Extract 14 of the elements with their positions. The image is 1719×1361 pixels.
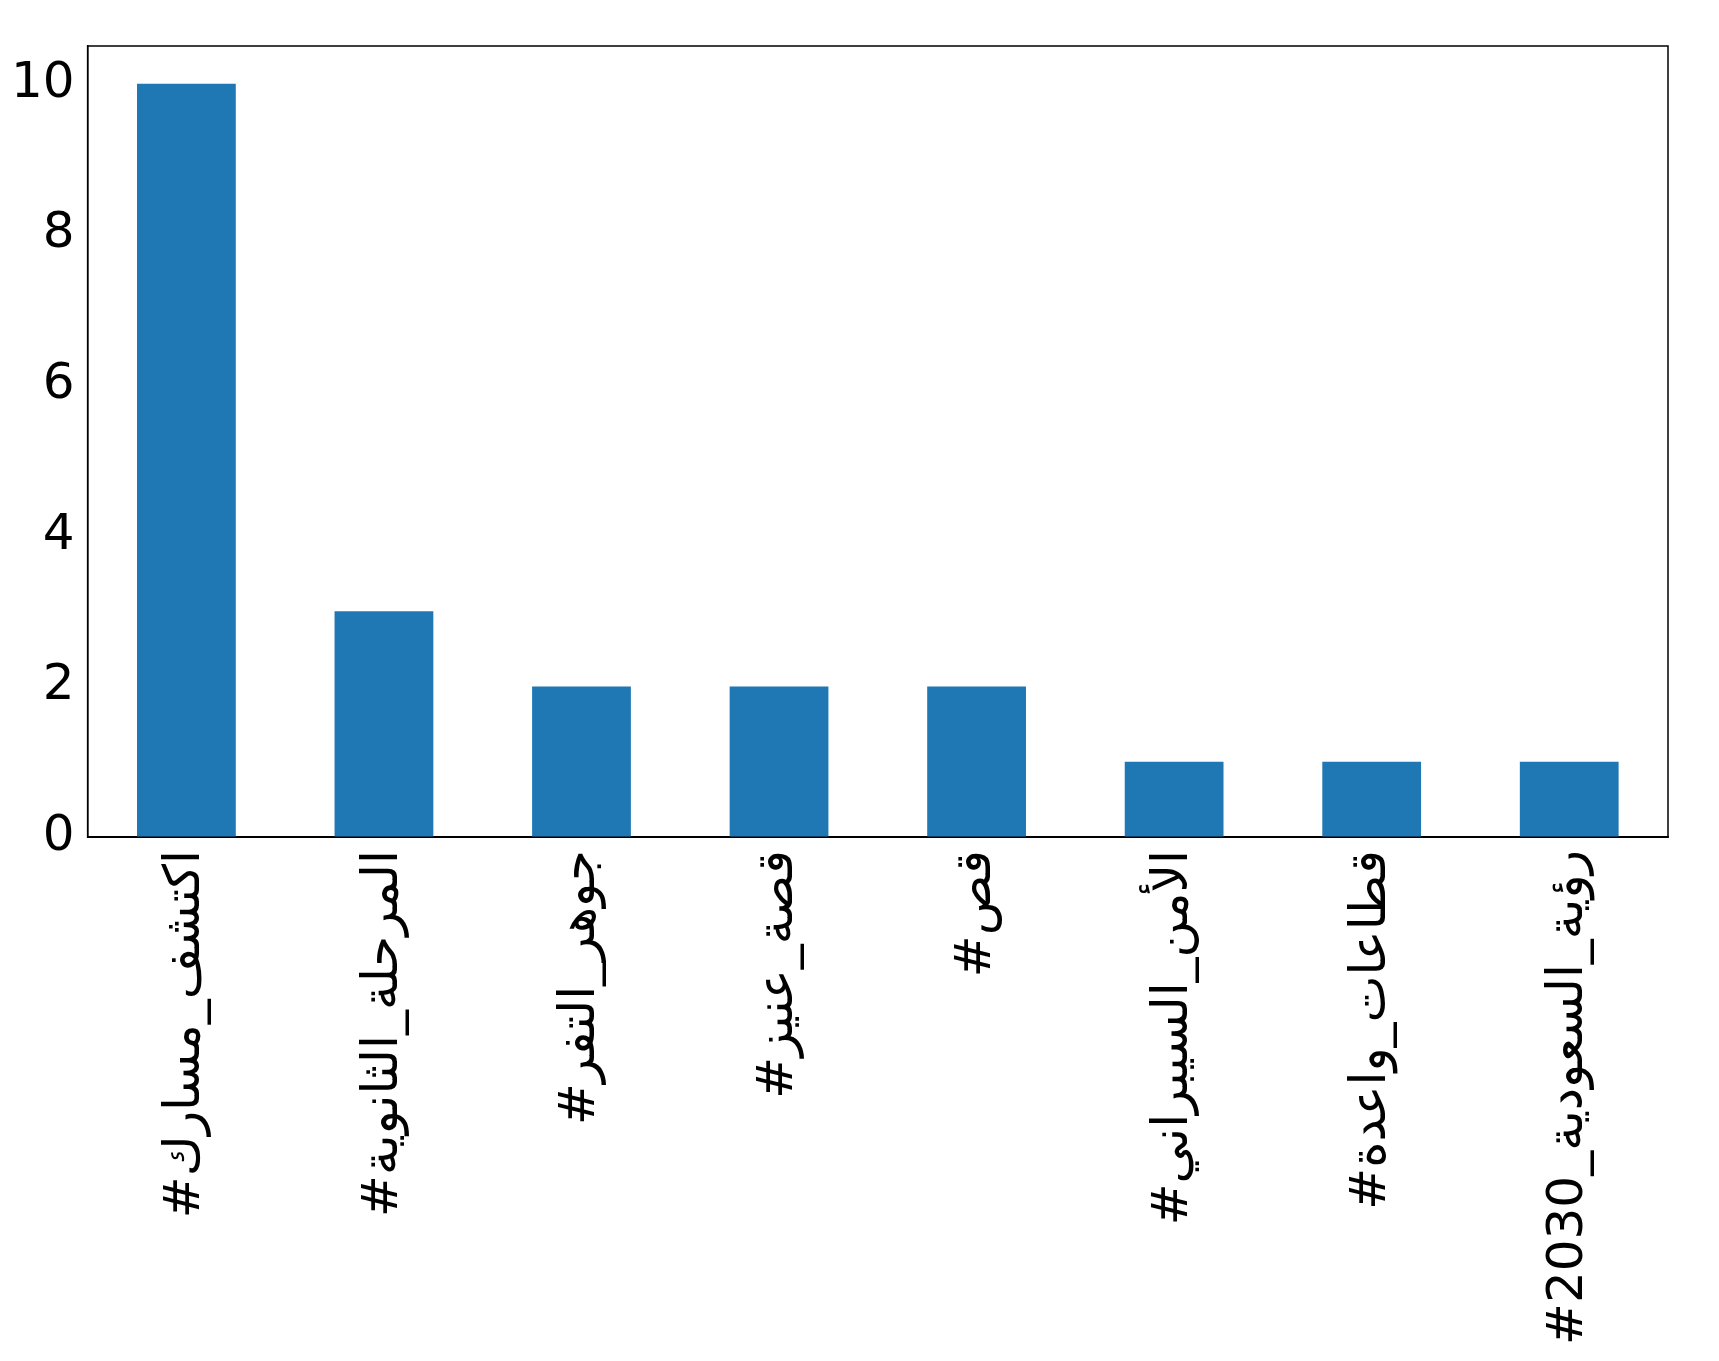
x-tick-label: #قص bbox=[943, 850, 1002, 978]
x-tick-label: #قصة_عنيز bbox=[746, 850, 805, 1099]
y-tick-label: 4 bbox=[42, 502, 75, 561]
x-tick-label: #جوهر_التفر bbox=[548, 850, 607, 1125]
y-tick-label: 6 bbox=[42, 352, 75, 411]
y-tick-label: 2 bbox=[42, 653, 75, 712]
x-tick-label: #اكتشف_مسارك bbox=[153, 850, 212, 1219]
y-tick-label: 10 bbox=[11, 50, 75, 109]
y-tick-label: 8 bbox=[42, 201, 75, 260]
y-tick-label: 0 bbox=[42, 804, 75, 863]
x-tick-label: #قطاعات_واعدة bbox=[1338, 850, 1398, 1210]
x-tick-label: #رؤية_السعودية_2030 bbox=[1536, 850, 1596, 1346]
x-tick-label: #المرحلة_الثانوية bbox=[350, 850, 409, 1217]
x-tick-label: #الأمن_السيبراني bbox=[1139, 850, 1200, 1226]
